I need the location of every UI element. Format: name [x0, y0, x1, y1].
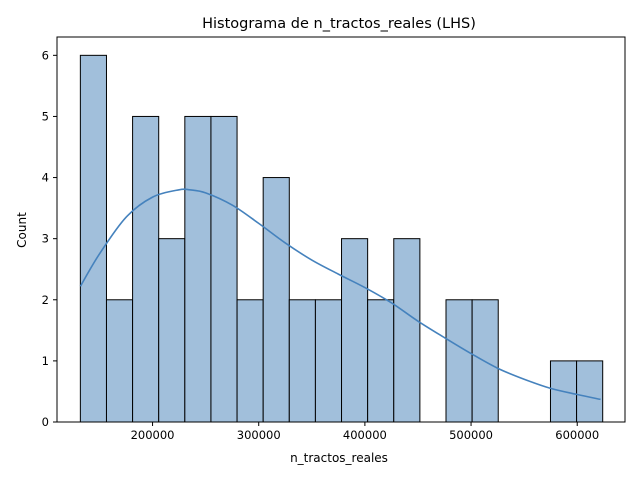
x-tick-label: 600000 [555, 428, 599, 442]
histogram-bars [79, 54, 604, 423]
histogram-bar [576, 360, 604, 423]
y-tick-label: 3 [42, 232, 49, 246]
histogram-bar [184, 115, 212, 423]
histogram-bar [445, 299, 473, 423]
y-tick-label: 1 [42, 354, 49, 368]
histogram-bar [341, 238, 369, 423]
axes-frame [56, 36, 626, 423]
y-tick-label: 2 [42, 293, 49, 307]
x-tick-label: 200000 [131, 428, 175, 442]
x-tick-label: 300000 [237, 428, 281, 442]
histogram-bar [158, 238, 186, 423]
y-axis-ticks: 0 1 2 3 4 5 6 [42, 48, 57, 429]
histogram-bar [132, 115, 160, 423]
histogram-bar [79, 54, 107, 423]
x-axis-label: n_tractos_reales [290, 451, 388, 465]
y-axis-label: Count [15, 212, 29, 248]
y-tick-label: 0 [42, 415, 49, 429]
x-tick-label: 500000 [449, 428, 493, 442]
y-tick-label: 5 [42, 109, 49, 123]
histogram-bar [262, 177, 290, 423]
y-tick-label: 6 [42, 48, 49, 62]
histogram-bar [288, 299, 316, 423]
histogram-bar [236, 299, 264, 423]
histogram-bar [105, 299, 134, 423]
x-axis-ticks: 200000 300000 400000 500000 600000 [131, 422, 599, 442]
chart-title: Histograma de n_tractos_reales (LHS) [202, 16, 476, 32]
histogram-bar [314, 299, 343, 423]
plot-frame [56, 36, 626, 423]
histogram-bar [393, 238, 421, 423]
y-tick-label: 4 [42, 171, 49, 185]
kde-curve-group [79, 188, 601, 401]
x-tick-label: 400000 [343, 428, 387, 442]
histogram-bar [210, 115, 238, 423]
kde-line [79, 188, 601, 401]
histogram-bar [367, 299, 395, 423]
